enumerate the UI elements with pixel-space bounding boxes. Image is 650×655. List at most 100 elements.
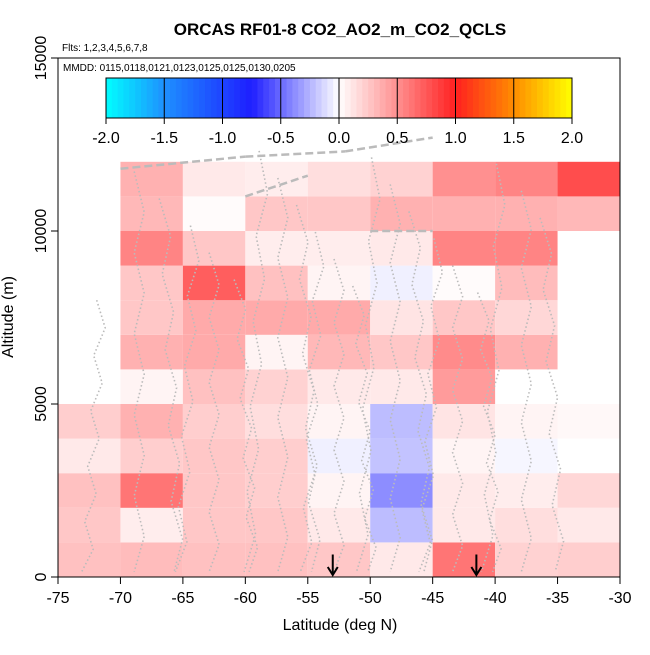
colorbar-segment [199,78,206,118]
heatmap-cell [245,542,308,577]
colorbar-segment [420,78,427,118]
heatmap-cell [557,404,620,439]
colorbar-segment [408,78,416,118]
flight-track [80,299,107,573]
heatmap-cell [495,231,558,266]
colorbar-segment [187,78,194,118]
colorbar-tick-label: 1.0 [444,130,466,147]
flight-track [520,190,533,573]
heatmap-cell [370,196,433,231]
heatmap-cell [307,473,371,508]
heatmap-cell [495,542,558,577]
heatmap-cell [307,542,371,577]
colorbar-segment [216,78,223,118]
dates-note: MMDD: 0115,0118,0121,0123,0125,0125,0130… [63,63,296,74]
x-tick-label: -55 [296,590,319,607]
heatmap-cell [432,196,496,231]
heatmap-cell [370,542,433,577]
heatmap-cell [182,507,246,543]
y-tick-label: 0 [33,572,50,581]
colorbar-segment [315,78,323,118]
heatmap-cell [370,507,433,543]
colorbar-tick-label: 0.5 [386,130,408,147]
colorbar-segment [146,78,154,118]
colorbar-segment [111,78,119,118]
plot-frame [57,57,621,578]
colorbar-segment [432,78,439,118]
colorbar-segment [537,78,544,118]
heatmap-cell [432,542,496,577]
heatmap-cell [120,404,183,439]
heatmap-cell [557,507,620,543]
flight-track [174,225,200,573]
colorbar-segment [263,78,270,118]
flight-track [133,171,146,573]
colorbar-segment [502,78,509,118]
colorbar-segment [298,78,305,118]
heatmap-cell [182,473,246,508]
heatmap-cell [495,161,558,197]
colorbar-segment [356,78,363,118]
heatmap-cell [245,334,308,370]
colorbar-segment [560,78,567,118]
flight-leg [120,155,246,170]
colorbar-segment [542,78,550,118]
colorbar-segment [274,78,282,118]
colorbar-segment [513,78,521,118]
flight-track [243,150,269,573]
heatmap-cell [182,231,246,266]
heatmap-cell [432,334,496,370]
flight-track [451,265,464,573]
colorbar-segment [391,78,398,118]
heatmap-cell [245,438,308,474]
colorbar-segment [525,78,532,118]
heatmap-cell [307,231,371,266]
colorbar-segment [531,78,538,118]
colorbar-segment [129,78,136,118]
heatmap-cell [495,404,558,439]
heatmap-cell [182,161,246,197]
colorbar-tick-label: -2.0 [92,130,120,147]
heatmap-cell [370,300,433,335]
colorbar-segment [234,78,241,118]
colorbar-segment [164,78,171,118]
flight-track [276,177,289,573]
flights-note: Flts: 1,2,3,4,5,6,7,8 [62,43,148,54]
heatmap-cell [120,231,183,266]
heatmap-cell [245,404,308,439]
colorbar-segment [478,78,486,118]
arrow-head [470,566,483,577]
colorbar-segment [339,78,346,118]
colorbar-segment [548,78,556,118]
heatmap-cell [307,265,371,301]
colorbar-tick-label: 0.0 [328,130,350,147]
colorbar-segment [245,78,253,118]
colorbar-segment [257,78,264,118]
heatmap-cell [182,438,246,474]
heatmap-cell [432,265,496,301]
flight-track [480,163,506,573]
colorbar-segment [438,78,445,118]
heatmap-cell [432,369,496,404]
y-tick-label: 10000 [33,209,50,254]
flight-track [418,238,444,573]
heatmap-cell [307,161,371,197]
colorbar-segment [461,78,468,118]
colorbar-tick-label: -1.5 [150,130,178,147]
colorbar-segment [484,78,491,118]
heatmap-cell [370,265,433,301]
heatmap-cell [58,404,121,439]
colorbar-segment [472,78,480,118]
colorbar-segment [554,78,561,118]
colorbar-segment [333,78,340,118]
heatmap-cell [245,300,308,335]
heatmap-cell [495,300,558,335]
colorbar-tick-label: 1.5 [503,130,525,147]
flight-track [408,211,434,573]
heatmap-cell [370,438,433,474]
heatmap-cell [245,369,308,404]
colorbar-segment [181,78,189,118]
x-tick-label: -50 [359,590,382,607]
heatmap-cell [245,196,308,231]
